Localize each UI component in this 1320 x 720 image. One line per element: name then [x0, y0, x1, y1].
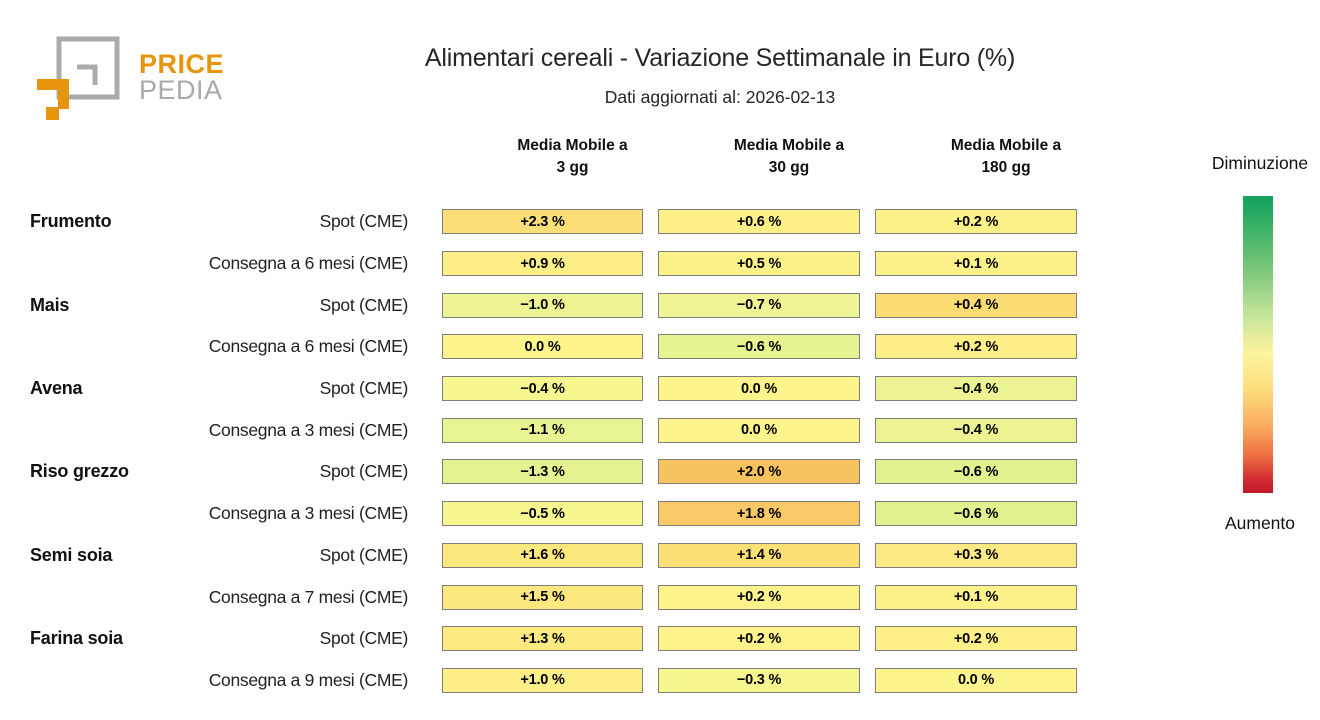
row-series-label: Spot (CME) — [319, 461, 409, 482]
heatmap-cell: +2.0 % — [658, 459, 860, 485]
heatmap-cell: 0.0 % — [658, 417, 860, 443]
row-series-label: Spot (CME) — [319, 544, 409, 565]
logo-price-text: PRICE — [139, 49, 225, 80]
table-row: Consegna a 9 mesi (CME) +1.0 % −0.3 % 0.… — [0, 660, 1130, 702]
table-row: Semi soia Spot (CME) +1.6 % +1.4 % +0.3 … — [0, 535, 1130, 577]
table-row: Consegna a 6 mesi (CME) 0.0 % −0.6 % +0.… — [0, 326, 1130, 368]
heatmap-rows: Frumento Spot (CME) +2.3 % +0.6 % +0.2 %… — [0, 201, 1130, 701]
table-row: Riso grezzo Spot (CME) −1.3 % +2.0 % −0.… — [0, 451, 1130, 493]
heatmap-cell: +1.0 % — [442, 667, 643, 693]
row-series-label: Spot (CME) — [319, 211, 409, 232]
heatmap-cell: −0.4 % — [442, 376, 643, 402]
heatmap-cell: +1.3 % — [442, 626, 643, 652]
heatmap-cell: 0.0 % — [658, 376, 860, 402]
table-row: Mais Spot (CME) −1.0 % −0.7 % +0.4 % — [0, 284, 1130, 326]
heatmap-cell: +0.6 % — [658, 209, 860, 235]
row-group-label: Mais — [30, 294, 70, 315]
heatmap-cell: −0.5 % — [442, 501, 643, 527]
color-scale-bar — [1243, 196, 1273, 493]
column-header-line2: 180 gg — [981, 159, 1031, 176]
pricepedia-logo-text: PRICE PEDIA — [139, 49, 225, 105]
heatmap-cell: −1.1 % — [442, 417, 643, 443]
heatmap-cell: −0.6 % — [658, 334, 860, 360]
heatmap-cell: +0.1 % — [875, 584, 1077, 610]
row-series-label: Spot (CME) — [319, 378, 409, 399]
table-row: Farina soia Spot (CME) +1.3 % +0.2 % +0.… — [0, 618, 1130, 660]
heatmap-cell: −0.7 % — [658, 292, 860, 318]
heatmap-cell: −0.6 % — [875, 501, 1077, 527]
row-series-label: Consegna a 9 mesi (CME) — [208, 669, 409, 690]
heatmap-cell: +0.2 % — [875, 626, 1077, 652]
heatmap-cell: −0.3 % — [658, 667, 860, 693]
heatmap-cell: +0.3 % — [875, 542, 1077, 568]
heatmap-cell: +1.6 % — [442, 542, 643, 568]
column-header-3gg: Media Mobile a 3 gg — [472, 135, 673, 181]
table-row: Consegna a 6 mesi (CME) +0.9 % +0.5 % +0… — [0, 243, 1130, 285]
table-row: Consegna a 3 mesi (CME) −1.1 % 0.0 % −0.… — [0, 409, 1130, 451]
table-row: Avena Spot (CME) −0.4 % 0.0 % −0.4 % — [0, 368, 1130, 410]
heatmap-cell: +0.5 % — [658, 251, 860, 277]
table-row: Consegna a 3 mesi (CME) −0.5 % +1.8 % −0… — [0, 493, 1130, 535]
row-group-label: Riso grezzo — [30, 461, 129, 482]
chart-subtitle: Dati aggiornati al: 2026-02-13 — [604, 87, 836, 107]
heatmap-cell: +0.9 % — [442, 251, 643, 277]
column-header-line2: 30 gg — [768, 159, 810, 176]
logo-pedia-text: PEDIA — [139, 75, 223, 105]
heatmap-cell: +0.1 % — [875, 251, 1077, 277]
row-series-label: Spot (CME) — [319, 294, 409, 315]
heatmap-cell: +2.3 % — [442, 209, 643, 235]
row-group-label: Avena — [30, 378, 83, 399]
row-group-label: Farina soia — [30, 628, 123, 649]
row-series-label: Consegna a 7 mesi (CME) — [208, 586, 409, 607]
heatmap-cell: −1.0 % — [442, 292, 643, 318]
column-header-line1: Media Mobile a — [733, 137, 845, 154]
heatmap-cell: +1.8 % — [658, 501, 860, 527]
row-series-label: Consegna a 6 mesi (CME) — [208, 336, 409, 357]
legend-increase-label: Aumento — [1224, 513, 1296, 533]
row-series-label: Consegna a 3 mesi (CME) — [208, 503, 409, 524]
column-header-line1: Media Mobile a — [950, 137, 1062, 154]
column-header-line2: 3 gg — [556, 159, 589, 176]
heatmap-cell: −0.4 % — [875, 417, 1077, 443]
heatmap-cell: +0.2 % — [658, 626, 860, 652]
heatmap-cell: +0.2 % — [658, 584, 860, 610]
row-series-label: Consegna a 3 mesi (CME) — [208, 419, 409, 440]
heatmap-cell: +1.4 % — [658, 542, 860, 568]
heatmap-cell: −0.6 % — [875, 459, 1077, 485]
row-group-label: Frumento — [30, 211, 112, 232]
row-series-label: Spot (CME) — [319, 628, 409, 649]
heatmap-cell: −1.3 % — [442, 459, 643, 485]
pricepedia-logo: PRICE PEDIA — [33, 34, 225, 122]
table-row: Consegna a 7 mesi (CME) +1.5 % +0.2 % +0… — [0, 576, 1130, 618]
column-header-line1: Media Mobile a — [517, 137, 628, 154]
heatmap-cell: 0.0 % — [875, 667, 1077, 693]
heatmap-cell: +0.2 % — [875, 209, 1077, 235]
legend-decrease-label: Diminuzione — [1211, 153, 1309, 173]
row-group-label: Semi soia — [30, 544, 113, 565]
heatmap-cell: +0.2 % — [875, 334, 1077, 360]
column-header-30gg: Media Mobile a 30 gg — [688, 135, 890, 181]
heatmap-cell: +1.5 % — [442, 584, 643, 610]
row-series-label: Consegna a 6 mesi (CME) — [208, 253, 409, 274]
heatmap-cell: +0.4 % — [875, 292, 1077, 318]
chart-title: Alimentari cereali - Variazione Settiman… — [424, 44, 1016, 72]
pricepedia-logo-icon — [37, 36, 120, 120]
table-row: Frumento Spot (CME) +2.3 % +0.6 % +0.2 % — [0, 201, 1130, 243]
column-header-180gg: Media Mobile a 180 gg — [905, 135, 1107, 181]
heatmap-cell: −0.4 % — [875, 376, 1077, 402]
heatmap-cell: 0.0 % — [442, 334, 643, 360]
